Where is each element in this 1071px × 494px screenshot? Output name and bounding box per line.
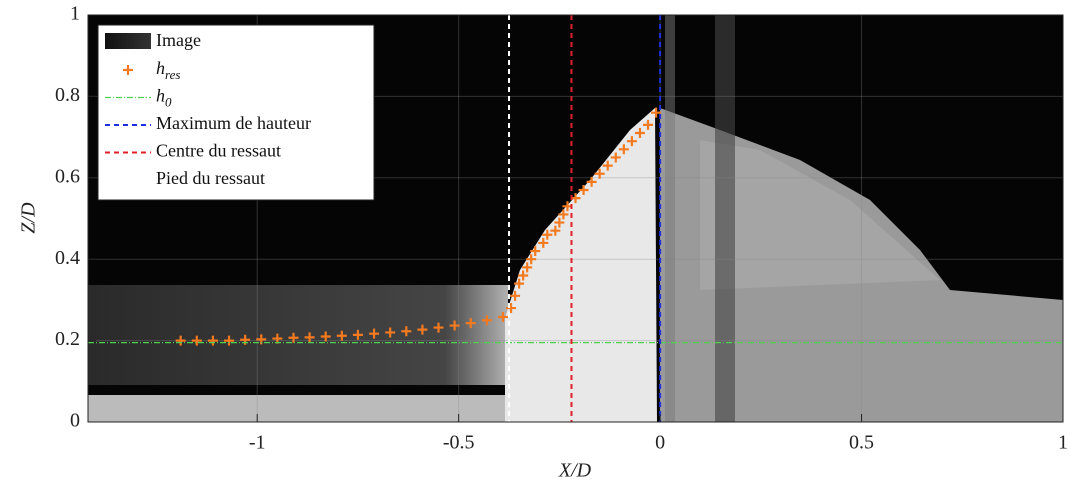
point (449, 320, 460, 331)
point (518, 270, 529, 281)
point (191, 335, 202, 346)
legend-name: h (156, 86, 165, 106)
plot-frame (87, 14, 1064, 423)
legend-label: Image (156, 30, 201, 50)
point (465, 318, 476, 329)
point (586, 176, 597, 187)
point (288, 332, 299, 343)
point (224, 335, 235, 346)
point (550, 225, 561, 236)
point (352, 329, 363, 340)
y-tick-label: 0.8 (55, 84, 80, 106)
y-tick-label: 0.2 (55, 328, 80, 350)
point (433, 322, 444, 333)
point (594, 168, 605, 179)
legend-name: h (156, 58, 165, 78)
ticks: -1 -0.5 0 0.5 1 0 0.2 0.4 0.6 0.8 1 (55, 3, 1068, 454)
legend-name: Pied du ressaut (156, 168, 265, 188)
point (530, 246, 541, 257)
legend-image-swatch (105, 33, 151, 49)
point (506, 303, 517, 314)
point (538, 237, 549, 248)
y-tick-label: 0.4 (55, 247, 80, 269)
legend-label: h0 (156, 86, 172, 110)
point (336, 330, 347, 341)
point (385, 327, 396, 338)
point (304, 332, 315, 343)
y-axis-label: Z/D (18, 202, 40, 234)
point (514, 278, 525, 289)
x-tick-label: 0 (655, 432, 665, 454)
point (417, 324, 428, 335)
legend-label: Maximum de hauteur (156, 113, 311, 133)
legend-label: Pied du ressaut (156, 168, 265, 188)
point (175, 335, 186, 346)
point (401, 326, 412, 337)
legend-subscript: 0 (165, 94, 172, 109)
marks (88, 15, 1063, 422)
legend-box (97, 24, 375, 201)
legend-label: Centre du ressaut (156, 141, 281, 161)
point (578, 185, 589, 196)
x-axis-label: X/D (558, 460, 592, 482)
point (510, 290, 521, 301)
point (602, 160, 613, 171)
y-tick-label: 0 (70, 410, 80, 432)
point (497, 311, 508, 322)
legend-symbol (123, 65, 133, 75)
x-tick-label: -1 (249, 432, 266, 454)
point (320, 331, 331, 342)
point (554, 217, 565, 228)
y-tick-label: 0.6 (55, 165, 80, 187)
point (626, 136, 637, 147)
point (542, 229, 553, 240)
x-tick-label: 1 (1058, 432, 1068, 454)
background-image (88, 15, 1063, 422)
legend-name: Centre du ressaut (156, 141, 281, 161)
point (207, 335, 218, 346)
point (651, 107, 662, 118)
point (634, 128, 645, 139)
point (272, 333, 283, 344)
point (558, 209, 569, 220)
point (481, 315, 492, 326)
point (522, 262, 533, 273)
x-tick-label: 0.5 (849, 432, 874, 454)
point (369, 328, 380, 339)
point (526, 254, 537, 265)
y-tick-label: 1 (70, 3, 80, 25)
legend-subscript: res (165, 67, 180, 82)
point (618, 144, 629, 155)
legend-name: Maximum de hauteur (156, 113, 311, 133)
legend-label: hres (156, 58, 180, 82)
x-tick-label: -0.5 (443, 432, 475, 454)
point (643, 119, 654, 130)
point (610, 152, 621, 163)
